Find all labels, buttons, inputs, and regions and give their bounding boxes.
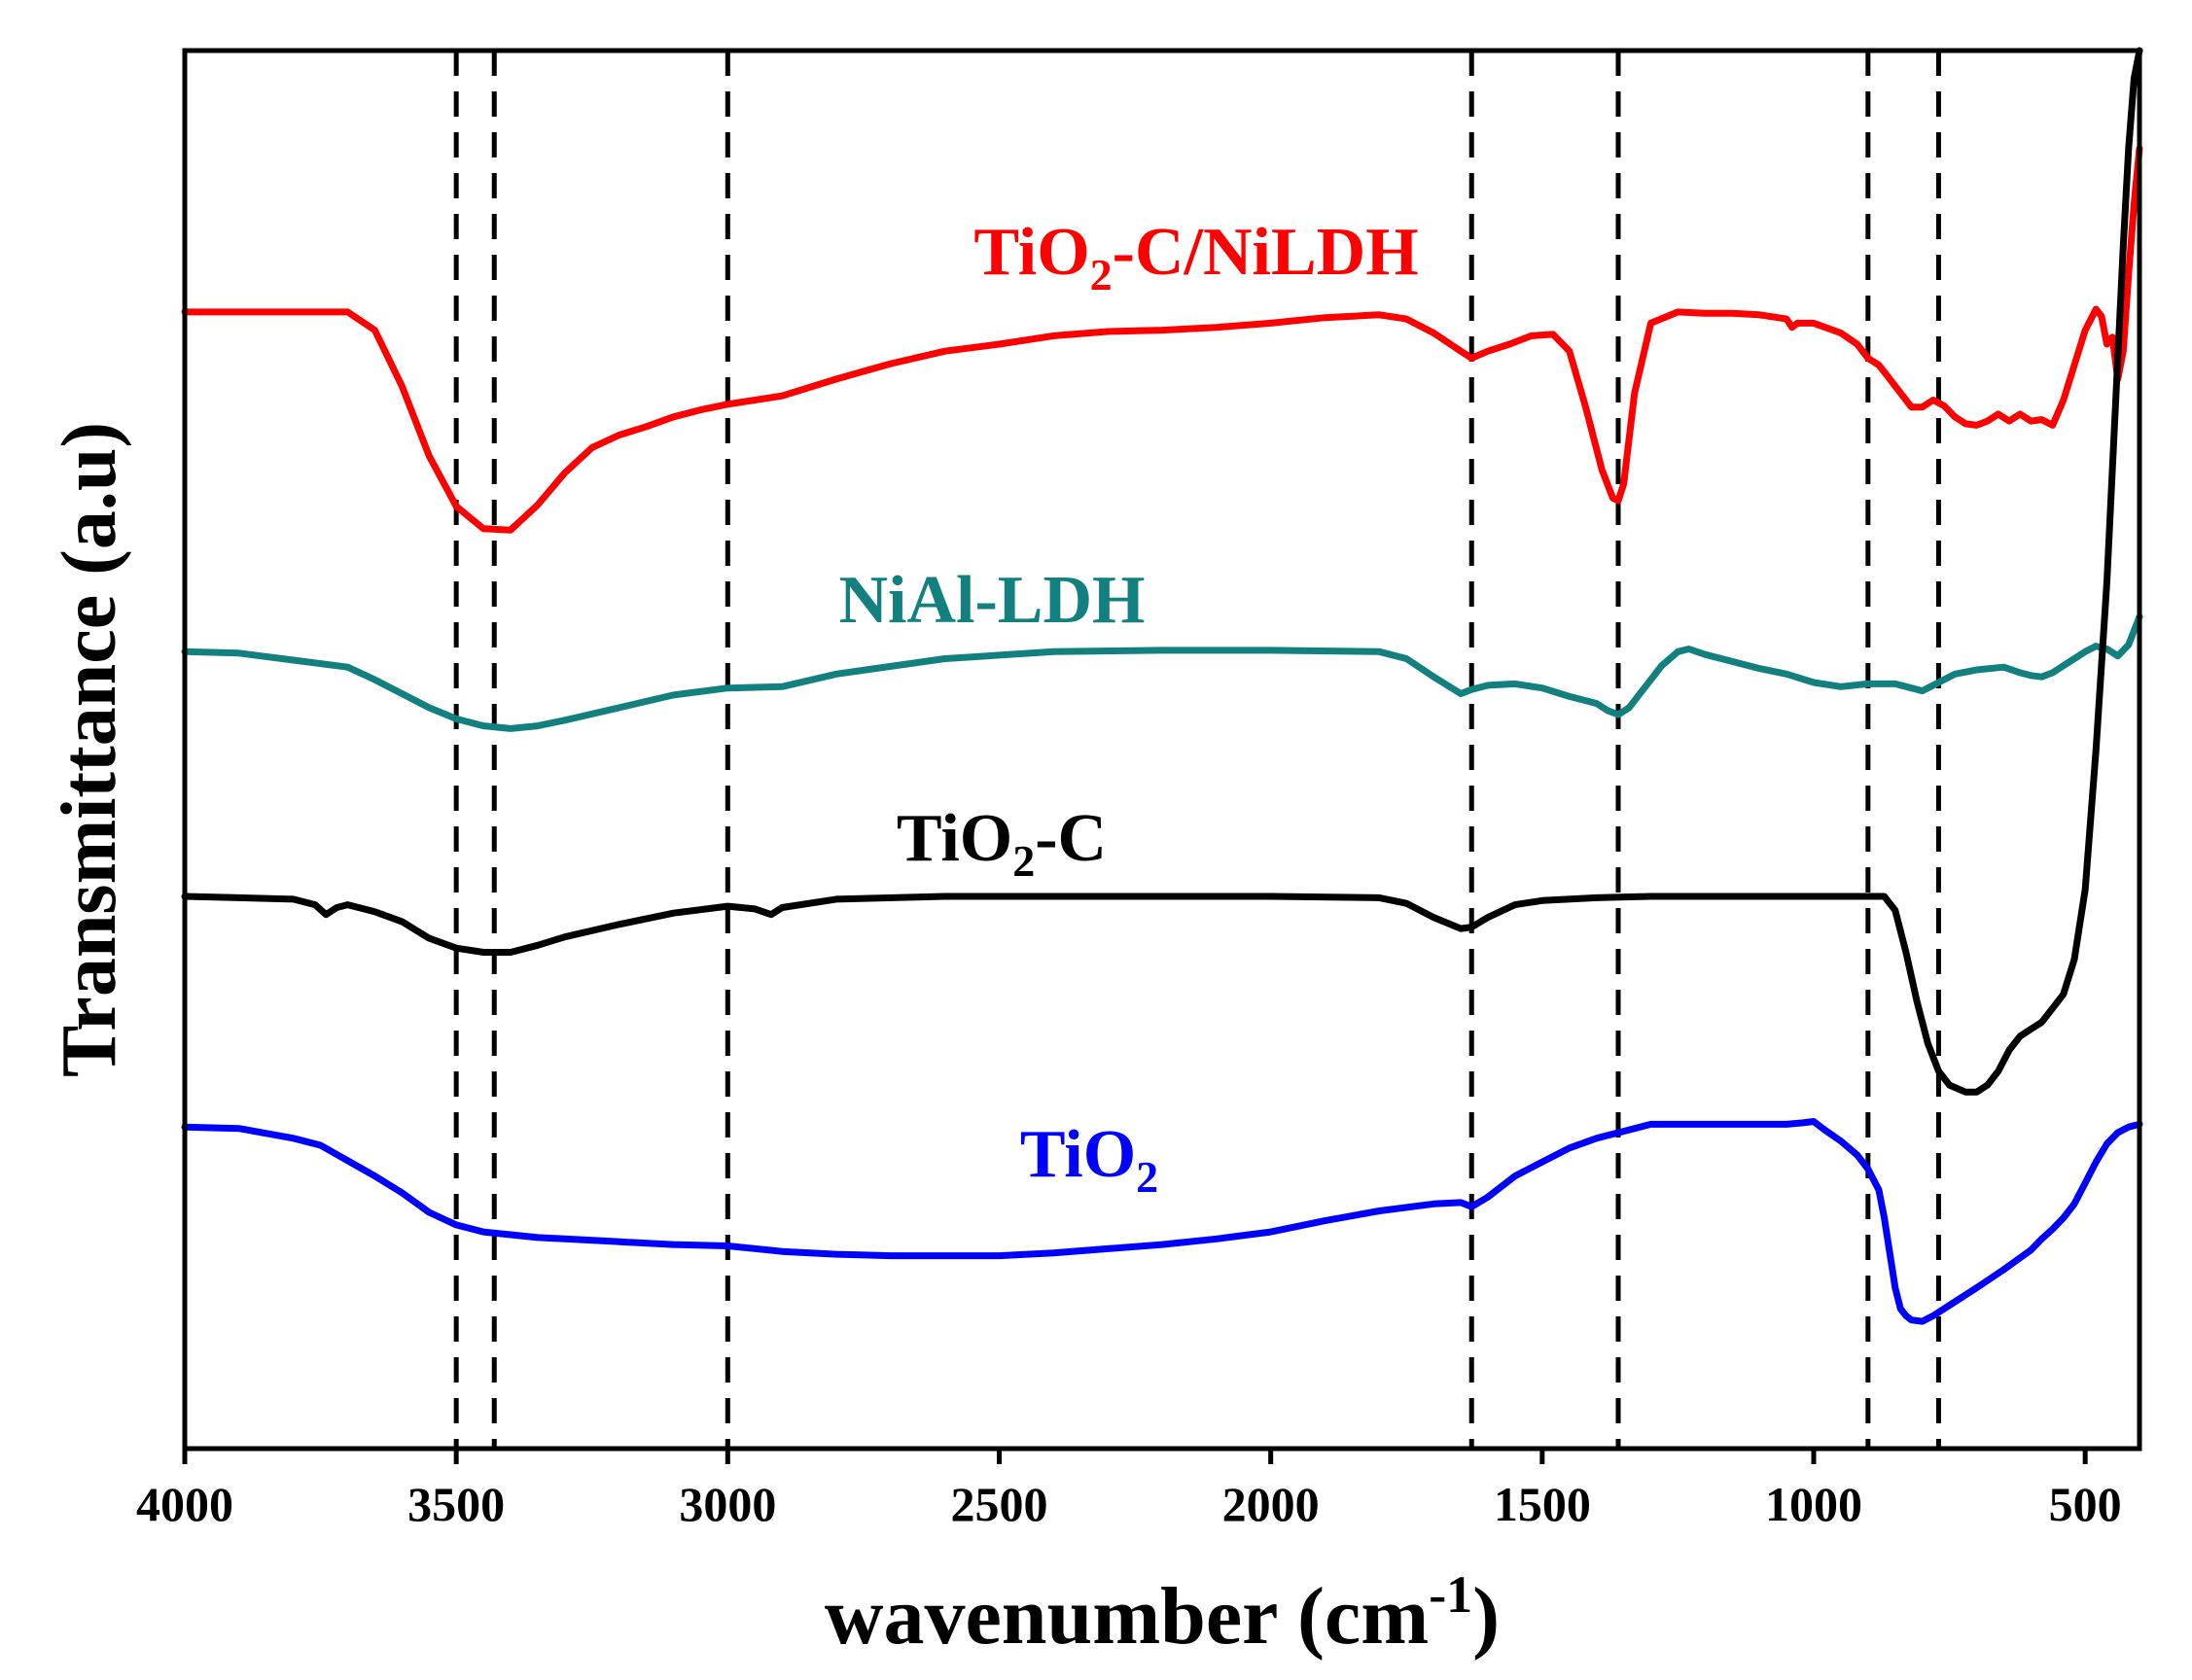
series-label: TiO2-C: [897, 801, 1107, 886]
x-tick-label: 4000: [136, 1477, 233, 1531]
x-tick-label: 2500: [951, 1477, 1048, 1531]
x-axis-title-text: wavenumber (cm: [825, 1571, 1429, 1662]
x-tick-label: 2000: [1222, 1477, 1320, 1531]
x-tick-label: 1500: [1494, 1477, 1591, 1531]
series-labels: TiO2-C/NiLDH NiAl-LDH TiO2-C TiO2: [839, 215, 1419, 1202]
x-tick-label: 3000: [679, 1477, 776, 1531]
series-label: TiO2-C/NiLDH: [973, 215, 1418, 299]
reference-lines: [453, 51, 1941, 1449]
x-axis-title-superscript: -1: [1429, 1565, 1472, 1624]
series-lines: [181, 47, 2143, 1325]
series-line: [181, 1118, 2143, 1325]
x-tick-label: 500: [2049, 1477, 2122, 1531]
series-line: [181, 612, 2143, 732]
y-axis-title: Transmittance (a.u): [47, 422, 132, 1077]
x-axis-title: wavenumber (cm-1): [825, 1565, 1500, 1662]
series-label: TiO2: [1020, 1117, 1158, 1202]
series-line: [181, 145, 2143, 534]
plot-frame: [182, 48, 2142, 1452]
x-axis-ticks: 4000 3500 3000 2500 2000 1500 1000 500: [136, 1449, 2122, 1531]
x-tick-label: 3500: [407, 1477, 505, 1531]
series-label: NiAl-LDH: [839, 563, 1146, 638]
x-axis-title-close: ): [1472, 1571, 1500, 1662]
x-tick-label: 1000: [1765, 1477, 1862, 1531]
series-line: [181, 47, 2143, 1096]
